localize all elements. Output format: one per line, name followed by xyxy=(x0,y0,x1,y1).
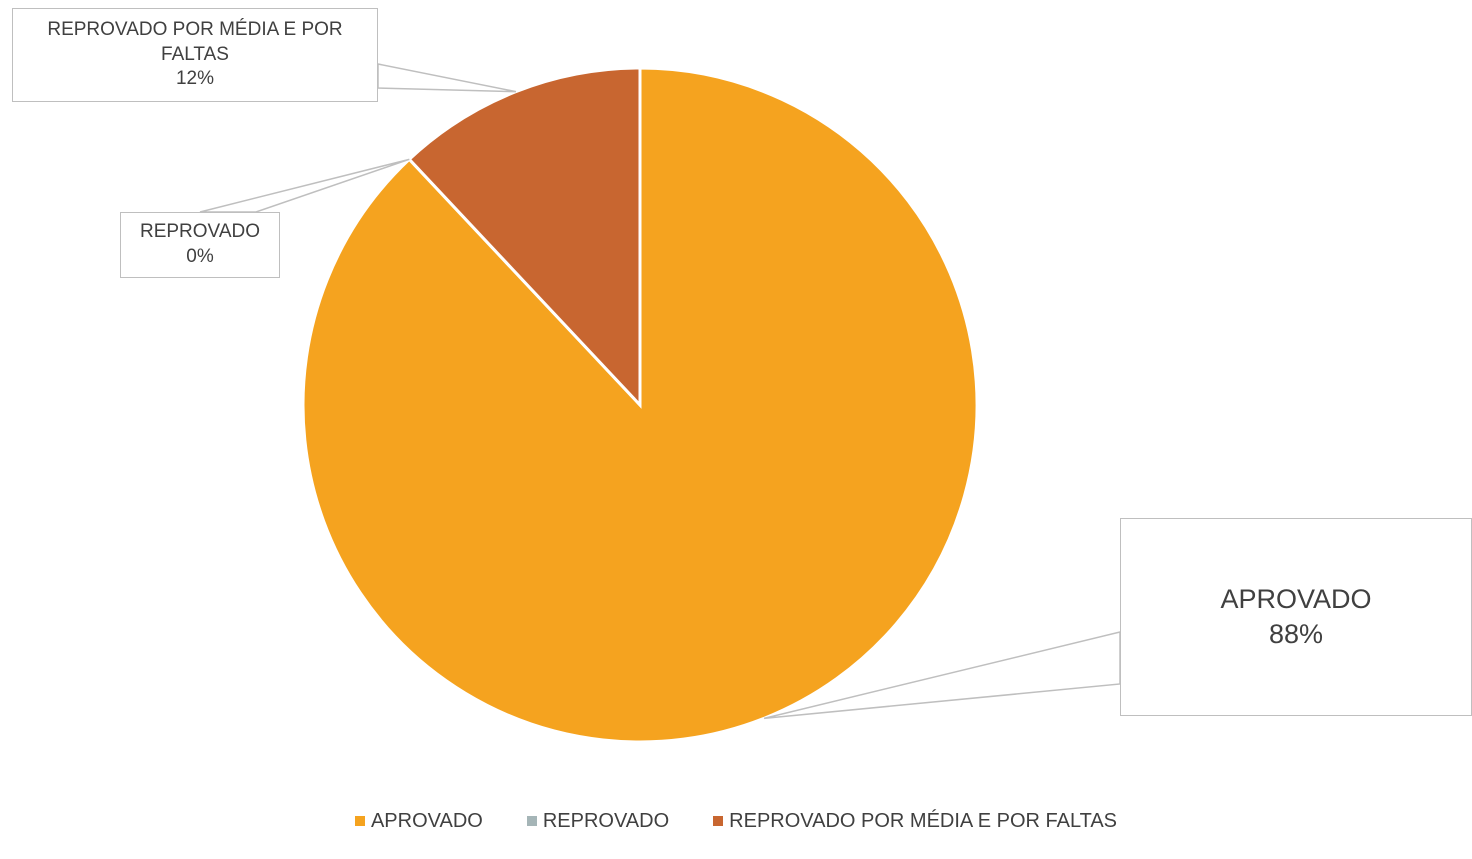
legend-swatch xyxy=(526,816,537,826)
legend-item-aprovado: APROVADO xyxy=(354,809,483,833)
leader-line xyxy=(377,63,517,93)
data-label-reprovado: REPROVADO 0% xyxy=(120,212,280,278)
data-label-category: APROVADO xyxy=(1220,583,1372,614)
data-label-value: 12% xyxy=(175,68,215,90)
data-label-value: 88% xyxy=(1268,619,1324,649)
data-label-category: REPROVADO xyxy=(139,221,260,243)
legend: APROVADO REPROVADO REPROVADO POR MÉDIA E… xyxy=(0,806,1472,836)
data-label-category: REPROVADO POR MÉDIA E POR FALTAS xyxy=(47,18,343,65)
legend-label: REPROVADO POR MÉDIA E POR FALTAS xyxy=(729,809,1118,832)
legend-label: APROVADO xyxy=(370,809,483,832)
data-label-value: 0% xyxy=(186,246,214,267)
legend-item-reprovado-media-faltas: REPROVADO POR MÉDIA E POR FALTAS xyxy=(713,810,1117,833)
legend-label: REPROVADO xyxy=(542,809,670,832)
data-label-aprovado: APROVADO 88% xyxy=(1120,518,1472,716)
data-label-reprovado-media-faltas: REPROVADO POR MÉDIA E POR FALTAS 12% xyxy=(12,8,378,102)
legend-swatch xyxy=(354,816,365,826)
legend-swatch xyxy=(713,816,724,826)
legend-item-reprovado: REPROVADO xyxy=(526,809,670,833)
